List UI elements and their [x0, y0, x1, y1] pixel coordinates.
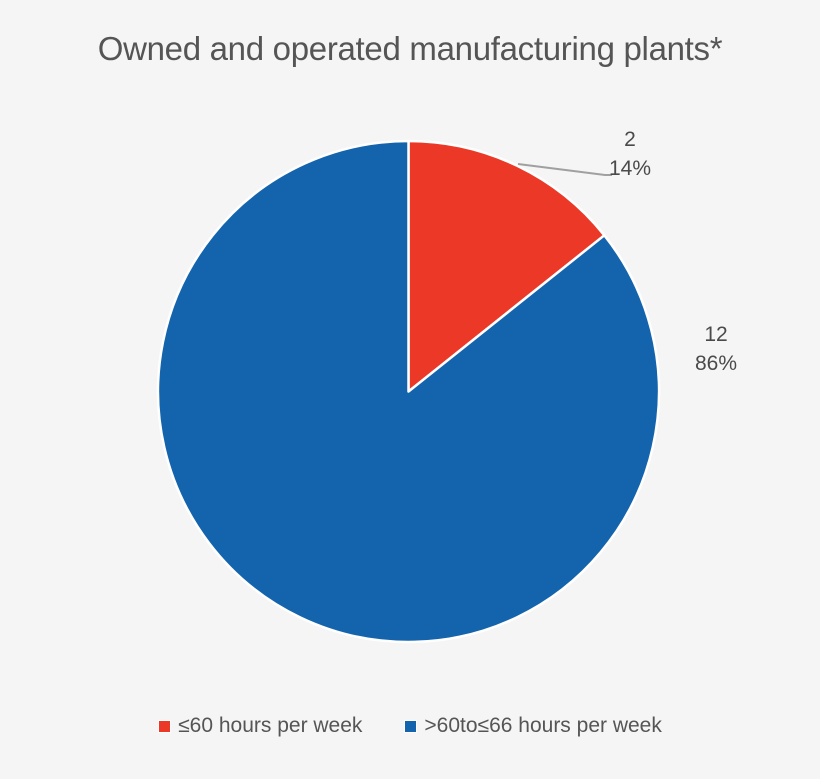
chart-title: Owned and operated manufacturing plants* [97, 30, 723, 67]
slice-label-percent-0: 14% [609, 157, 651, 180]
pie-slices [156, 139, 661, 644]
legend-label: ≤60 hours per week [178, 714, 363, 737]
legend: ≤60 hours per week >60to≤66 hours per we… [0, 714, 820, 738]
pie-slice-1[interactable] [156, 139, 661, 644]
legend-swatch-red [158, 719, 172, 733]
legend-swatch-blue [404, 719, 418, 733]
pie-slice-0[interactable] [407, 139, 606, 393]
legend-item-60to66[interactable]: >60to≤66 hours per week [404, 714, 662, 738]
slice-label-percent-1: 86% [695, 352, 737, 375]
slice-label-value-0: 2 [624, 128, 636, 151]
leader-line [517, 163, 612, 176]
legend-item-le60[interactable]: ≤60 hours per week [158, 714, 362, 738]
legend-label: >60to≤66 hours per week [424, 714, 662, 737]
slice-label-value-1: 12 [704, 323, 727, 346]
